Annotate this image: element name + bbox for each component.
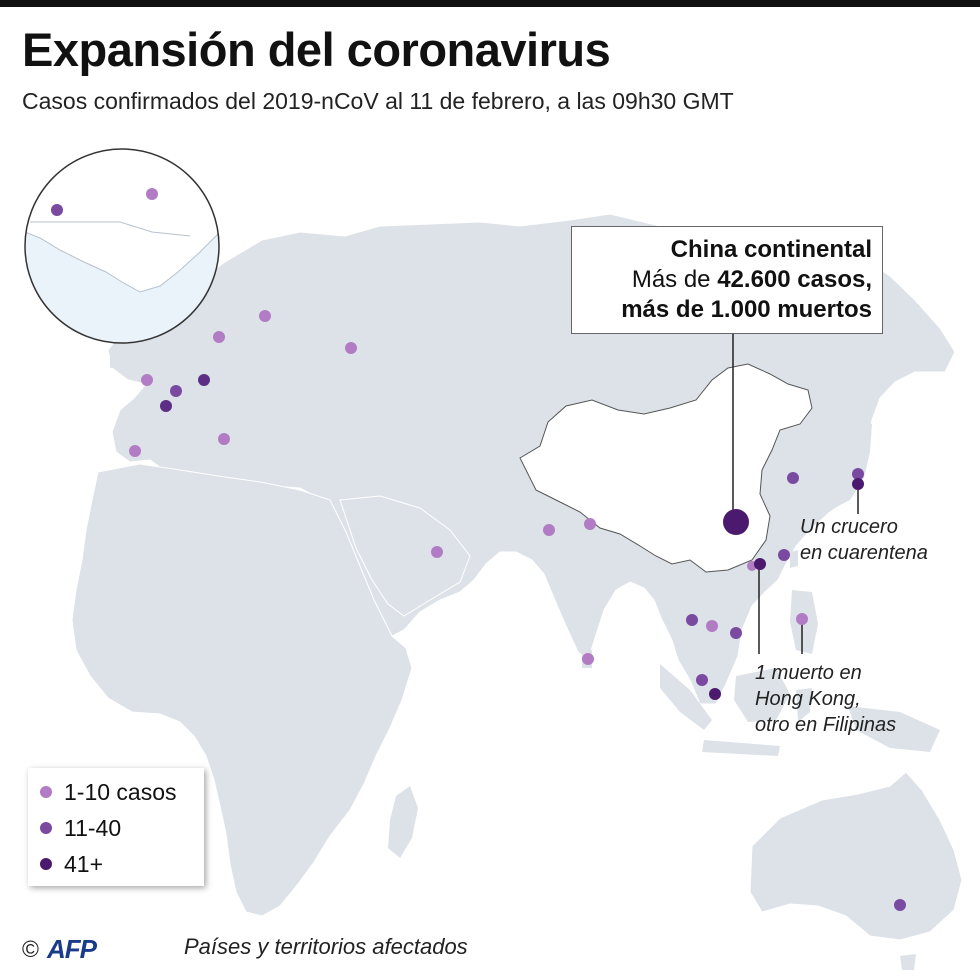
legend-label: 1-10 casos [64, 778, 177, 805]
taiwan-land [790, 550, 798, 568]
china-callout-cases-prefix: Más de [631, 266, 718, 293]
footer-credit: © AFP [22, 934, 97, 965]
case-dot-spain [129, 445, 141, 457]
sumatra-land [660, 664, 712, 730]
deaths-annotation-line: 1 muerto en [755, 662, 862, 684]
china-callout-box: China continental Más de 42.600 casos, m… [571, 226, 883, 334]
deaths-annotation: 1 muerto en Hong Kong, otro en Filipinas [755, 660, 896, 738]
new-guinea-land [848, 706, 940, 752]
cruise-annotation-line: en cuarentena [800, 542, 928, 564]
case-dot-cambodia [706, 620, 718, 632]
africa-land [71, 463, 413, 917]
case-dot-sweden [213, 331, 225, 343]
legend-label: 41+ [64, 850, 104, 877]
legend-item-1-10: 1-10 casos [40, 774, 204, 810]
footer-label: Países y territorios afectados [184, 934, 468, 959]
copyright-symbol: © [22, 936, 39, 962]
legend-item-41-plus: 41+ [40, 846, 204, 882]
cruise-annotation-line: Un crucero [800, 516, 898, 538]
case-dot-france [160, 400, 172, 412]
case-dot-china [723, 509, 749, 535]
java-land [702, 740, 780, 756]
case-dot-japan [852, 468, 864, 480]
case-dot-usa [51, 204, 63, 216]
case-dot-nepal [584, 518, 596, 530]
cruise-annotation: Un crucero en cuarentena [800, 514, 928, 566]
map-subtitle: Casos confirmados del 2019-nCoV al 11 de… [22, 88, 734, 114]
ireland-land [110, 346, 122, 368]
case-dot-uk [141, 374, 153, 386]
case-dot-canada [146, 188, 158, 200]
case-dot-taiwan [778, 549, 790, 561]
case-dot-russia [345, 342, 357, 354]
inset-north-america [24, 148, 220, 344]
case-dot-germany [198, 374, 210, 386]
legend: 1-10 casos 11-40 41+ [28, 768, 204, 886]
case-dot-malaysia [696, 674, 708, 686]
madagascar-land [388, 786, 418, 858]
case-dot-india [543, 524, 555, 536]
map-title: Expansión del coronavirus [22, 23, 611, 76]
case-dot-cruise-ship [852, 478, 864, 490]
case-dot-italy [218, 433, 230, 445]
afp-logo: AFP [46, 934, 97, 964]
case-dot-philippines [796, 613, 808, 625]
sulawesi-land [796, 688, 812, 722]
case-dot-belgium [170, 385, 182, 397]
case-dot-finland [259, 310, 271, 322]
case-dot-vietnam [730, 627, 742, 639]
inset-border [30, 221, 191, 237]
case-dot-singapore [709, 688, 721, 700]
arabia-land [339, 495, 471, 617]
case-dot-uae [431, 546, 443, 558]
top-bar [0, 0, 980, 7]
australia-land [749, 771, 963, 941]
legend-dot-1-10 [40, 786, 52, 798]
legend-label: 11-40 [64, 814, 122, 841]
case-dot-thailand [686, 614, 698, 626]
deaths-annotation-line: Hong Kong, [755, 688, 861, 710]
legend-item-11-40: 11-40 [40, 810, 204, 846]
china-callout-title: China continental [670, 236, 872, 263]
case-dot-hong-kong [754, 558, 766, 570]
tasmania-land [900, 954, 916, 970]
legend-dot-41-plus [40, 858, 52, 870]
case-dot-australia [894, 899, 906, 911]
borneo-land [734, 668, 790, 722]
china-callout-deaths: más de 1.000 muertos [621, 296, 872, 323]
case-dot-sri-lanka [582, 653, 594, 665]
legend-dot-11-40 [40, 822, 52, 834]
case-dot-south-korea [787, 472, 799, 484]
deaths-annotation-line: otro en Filipinas [755, 714, 897, 736]
china-callout-cases: Más de 42.600 casos, [572, 265, 872, 295]
china-callout-cases-value: 42.600 casos, [717, 266, 872, 293]
japan-land [826, 420, 872, 508]
